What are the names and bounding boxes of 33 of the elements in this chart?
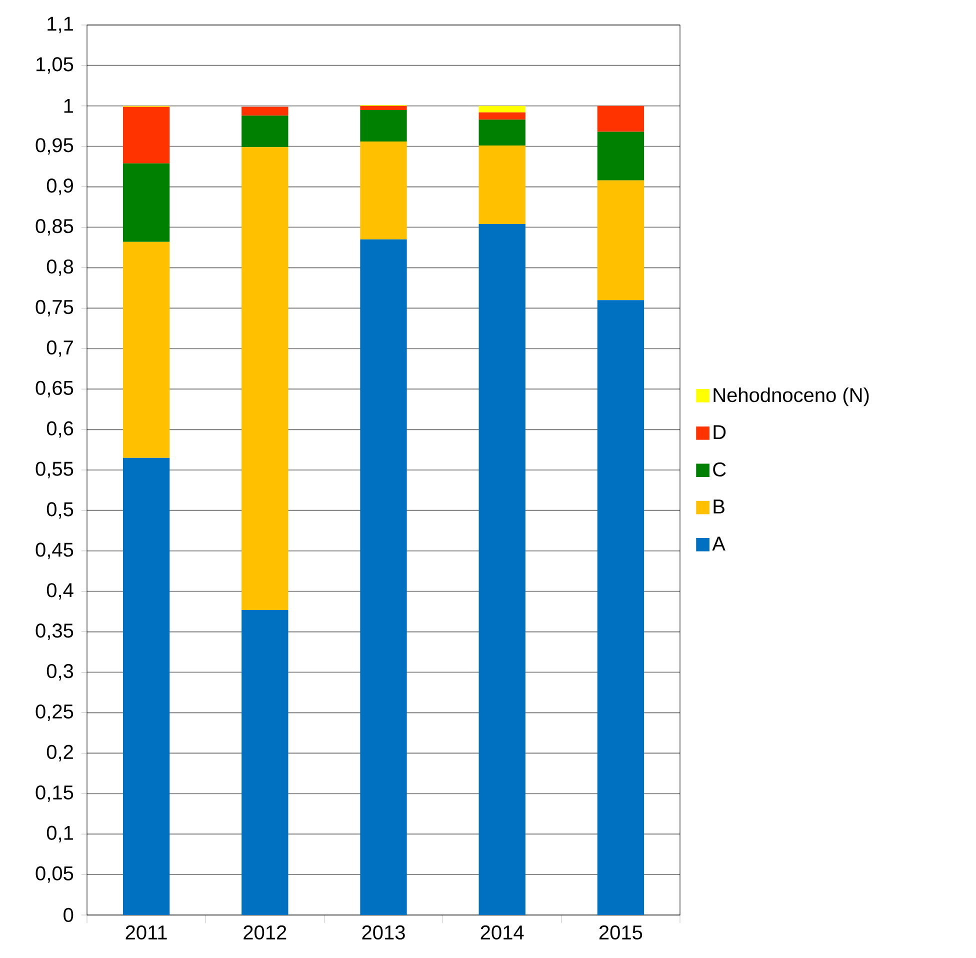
y-tick-label: 0,4 <box>46 583 74 600</box>
y-tick-label: 0,5 <box>46 502 74 519</box>
y-tick-label: 1,05 <box>36 57 74 74</box>
x-tick-label: 2013 <box>362 925 405 940</box>
y-tick-label: 1 <box>64 99 73 113</box>
x-tick-label: 2011 <box>126 925 167 940</box>
y-tick-label: 0,1 <box>46 826 73 842</box>
x-tick-label: 2014 <box>480 925 524 940</box>
y-tick-label: 1,1 <box>48 16 73 34</box>
y-tick-label: 0,65 <box>36 380 74 398</box>
y-tick-label: 0,35 <box>36 624 74 640</box>
y-tick-label: 0,6 <box>46 421 74 438</box>
x-tick-label: 2012 <box>244 925 286 940</box>
y-tick-label: 0,55 <box>36 462 74 478</box>
y-tick-label: 0 <box>64 908 74 922</box>
y-tick-label: 0,95 <box>36 138 74 155</box>
y-tick-label: 0,45 <box>36 542 74 560</box>
y-tick-label: 0,9 <box>46 178 73 196</box>
y-tick-label: 0,75 <box>36 300 74 316</box>
x-tick-label: 2015 <box>599 925 642 940</box>
y-tick-label: 0,25 <box>36 704 74 721</box>
y-tick-label: 0,05 <box>36 866 74 883</box>
legend-label: Nehodnoceno (N) <box>714 387 869 406</box>
y-tick-label: 0,2 <box>46 744 73 762</box>
y-tick-label: 0,8 <box>46 259 74 276</box>
y-tick-label: 0,15 <box>36 785 74 802</box>
legend-label: A <box>712 536 726 551</box>
legend-label: C <box>713 462 726 477</box>
legend-label: B <box>714 500 724 514</box>
y-tick-label: 0,85 <box>36 219 74 236</box>
y-tick-label: 0,3 <box>46 664 74 681</box>
legend-label: D <box>714 425 726 440</box>
y-tick-label: 0,7 <box>46 340 73 357</box>
